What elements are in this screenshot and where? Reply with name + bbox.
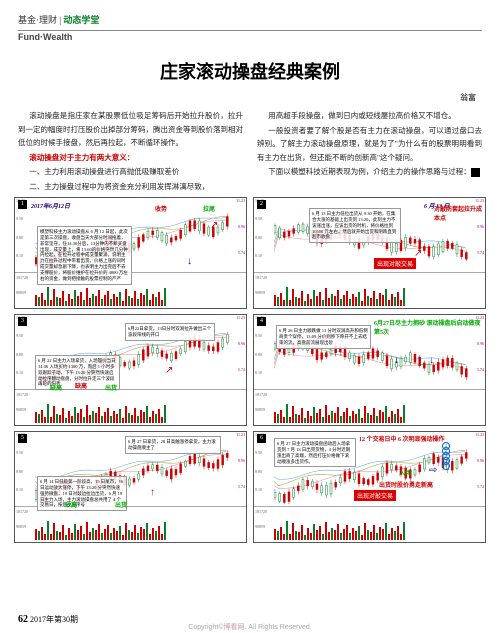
chart-grid: 1 10.209.508.808.10 11.238.965.74 2017年6… [0, 193, 500, 543]
header-english: Fund·Wealth [18, 32, 482, 42]
article-title: 庄家滚动操盘经典案例 [0, 58, 500, 84]
copyright: Copyright©博看网. All Rights Reserved. [0, 622, 500, 632]
chart-panel-5: 5 10.209.508.808.10 11.238.965.74 6 月 14… [14, 431, 247, 543]
para-6: 一般投资者要了解个股是否有主力在滚动操盘，可以通过盘口去辨别。了解主力滚动操盘原… [257, 124, 482, 165]
article-body: 滚动操盘是指庄家在某股票低位吸足筹码后开始拉升股价，拉升到一定的幅度时打压股价出… [0, 109, 500, 193]
para-3: 一、主力利用滚动操盘进行高抛低吸赚取差价 [18, 165, 243, 179]
chart-panel-4: 4 10.209.508.808.10 11.238.965.74 6 月 26… [253, 314, 486, 426]
page-header: 基金·理财 | 动态学堂 Fund·Wealth [0, 0, 500, 46]
chart-panel-2: 2 10.209.508.808.10 11.238.965.74 6 月 13… [253, 197, 486, 309]
para-5: 用高超手段操盘，做到日内或短线屡拉高价格又不增仓。 [257, 109, 482, 123]
para-7: 下面以模塑科技近期表现为例，介绍主力的操作思路与过程：A [257, 165, 482, 179]
para-2-red: 滚动操盘对于主力有两大意义： [18, 151, 243, 165]
marker-a: A [471, 168, 480, 177]
para-4: 二、主力操盘过程中为将资金充分利用发挥淋漓尽致， [18, 180, 243, 194]
chart-panel-6: 6 10.209.508.808.10 11.238.965.74 6 月 27… [253, 431, 486, 543]
author-name: 翁富 [0, 92, 500, 103]
chart-panel-1: 1 10.209.508.808.10 11.238.965.74 2017年6… [14, 197, 247, 309]
para-1: 滚动操盘是指庄家在某股票低位吸足筹码后开始拉升股价，拉升到一定的幅度时打压股价出… [18, 109, 243, 150]
chart-panel-3: 3 10.209.508.808.10 11.238.965.74 6 月 22… [14, 314, 247, 426]
header-category: 基金·理财 | 动态学堂 [18, 15, 99, 25]
